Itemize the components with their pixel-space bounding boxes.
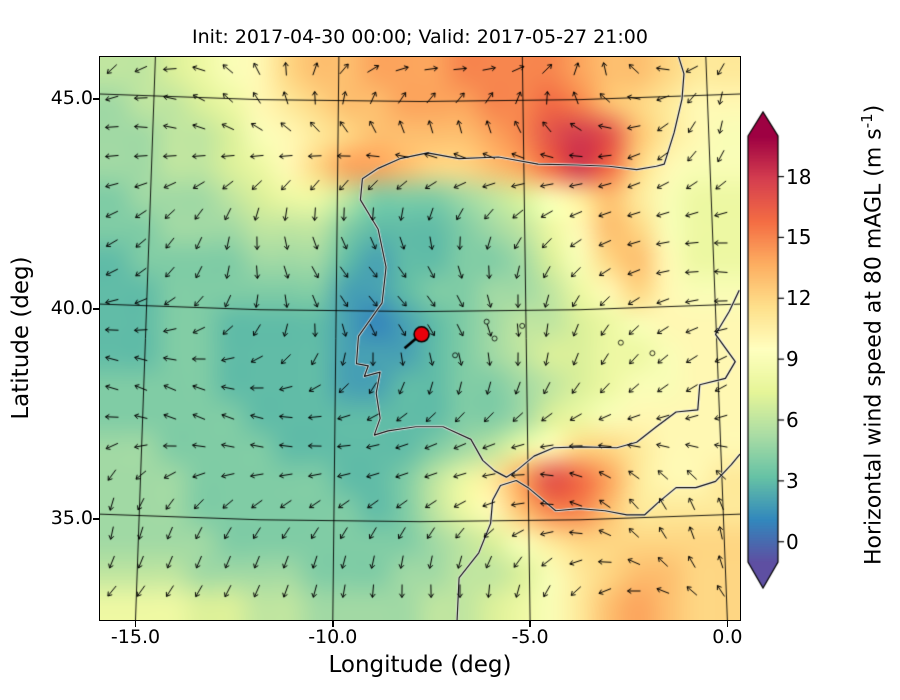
- x-tick-mark: [134, 621, 137, 627]
- colorbar-label-superscript: -1: [858, 113, 876, 129]
- colorbar-tick-label: 18: [786, 164, 812, 189]
- colorbar-tick-label: 0: [786, 529, 799, 554]
- colorbar-tick-label: 6: [786, 408, 799, 432]
- x-tick-mark: [529, 621, 531, 627]
- colorbar-label-close: ): [861, 104, 887, 114]
- x-tick-label: -5.0: [511, 626, 549, 648]
- colorbar-label-text: Horizontal wind speed at 80 mAGL (m s: [861, 128, 887, 565]
- plot-area: [99, 56, 741, 621]
- y-tick-label: 40.0: [50, 297, 93, 320]
- colorbar-label: Horizontal wind speed at 80 mAGL (m s-1): [858, 105, 887, 565]
- y-tick-mark: [93, 98, 99, 100]
- map-canvas: [100, 57, 740, 620]
- colorbar-tick-label: 15: [786, 225, 812, 250]
- y-tick-label: 45.0: [50, 87, 93, 109]
- x-tick-label: -15.0: [110, 626, 161, 648]
- y-tick-mark: [93, 308, 99, 310]
- colorbar-tick-label: 12: [786, 286, 812, 311]
- y-axis-label: Latitude (deg): [8, 256, 34, 420]
- colorbar-tick-label: 9: [786, 347, 799, 372]
- x-tick-mark: [332, 621, 334, 627]
- y-tick-mark: [93, 518, 99, 520]
- y-tick-label: 35.0: [50, 507, 93, 530]
- plot-title: Init: 2017-04-30 00:00; Valid: 2017-05-2…: [192, 26, 648, 48]
- colorbar-tick-label: 3: [786, 468, 799, 493]
- colorbar-canvas: [746, 110, 790, 590]
- x-tick-mark: [726, 621, 729, 627]
- x-tick-label: -10.0: [308, 626, 358, 648]
- x-tick-label: 0.0: [712, 626, 743, 648]
- x-axis-label: Longitude (deg): [328, 652, 512, 678]
